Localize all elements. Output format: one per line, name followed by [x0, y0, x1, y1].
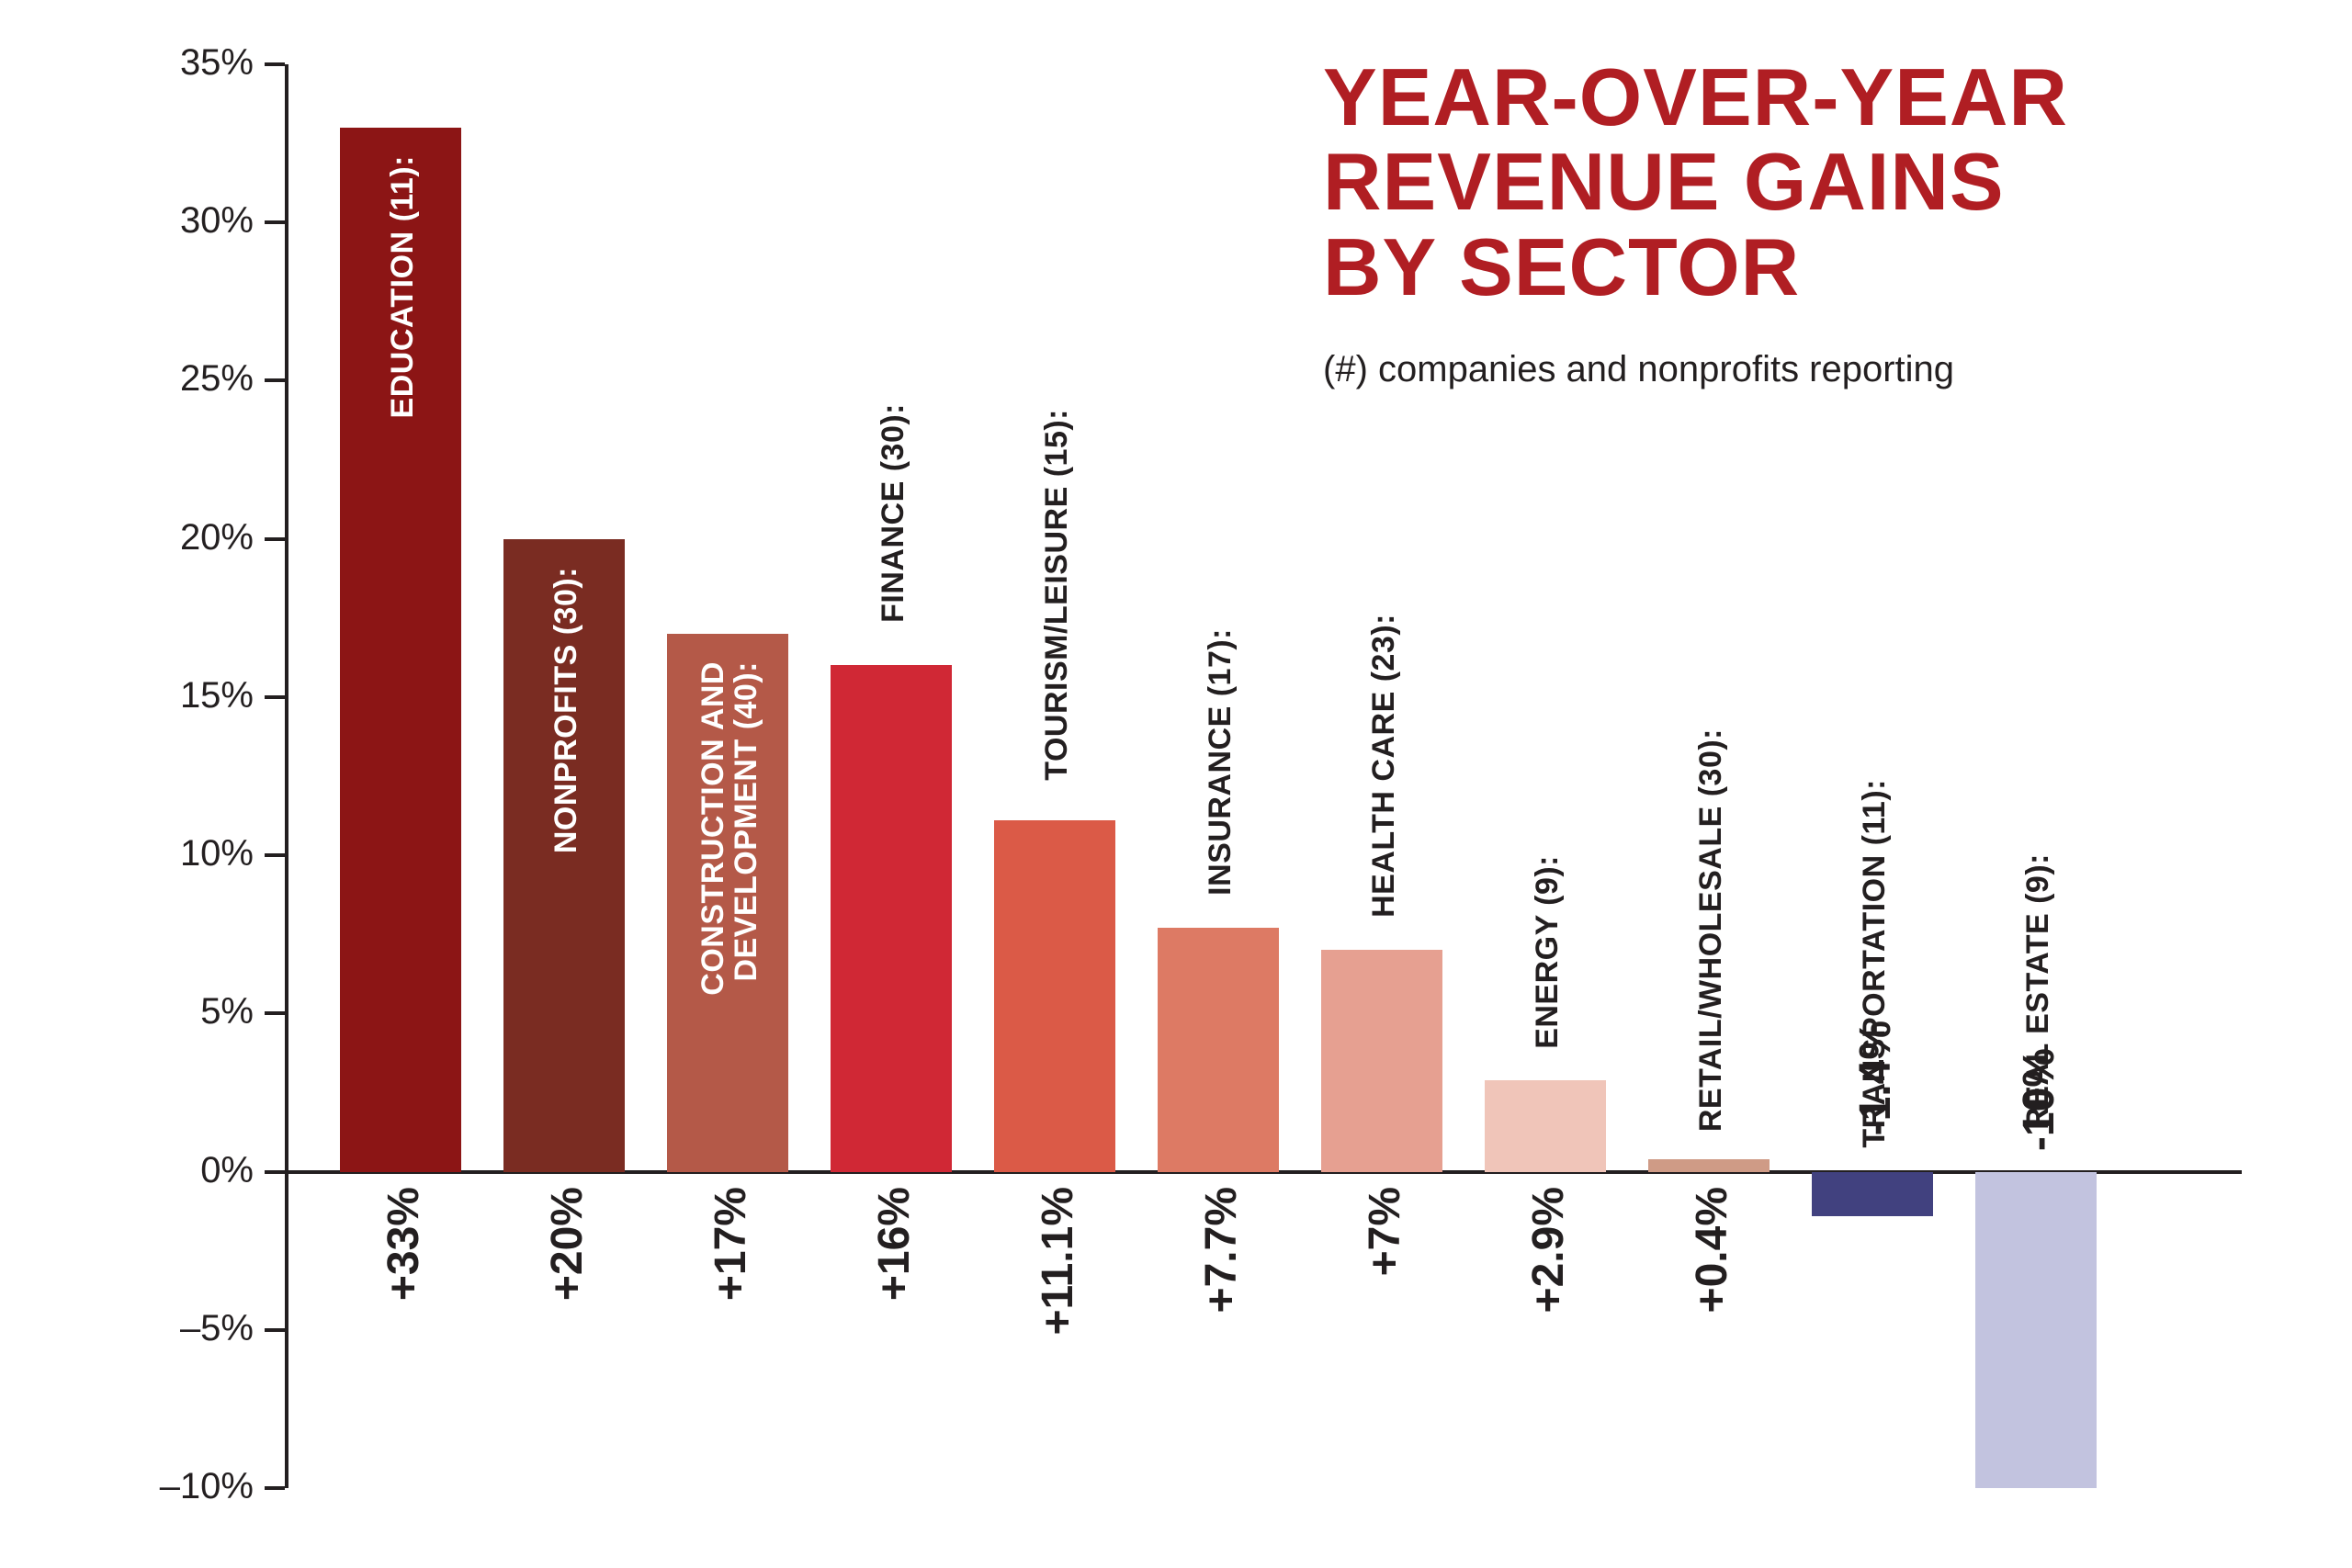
y-axis-tick-label: 35%: [0, 42, 254, 84]
bar: [831, 665, 952, 1171]
bar-value-label: +20%: [542, 1187, 593, 1301]
bar-value-label: +17%: [706, 1187, 756, 1301]
bar-category-label: HEALTH CARE (23):: [1366, 614, 1402, 918]
bar-category-label: EDUCATION (11):: [385, 155, 421, 418]
bar: [1648, 1159, 1770, 1172]
bar-value-label: +11.1%: [1033, 1187, 1083, 1335]
bar: [1975, 1172, 2097, 1488]
y-axis-tick: [265, 1328, 285, 1332]
y-axis-tick-label: –10%: [0, 1466, 254, 1507]
bar: [1485, 1080, 1606, 1172]
bar: [1158, 928, 1279, 1171]
bar-category-label: TRANSPORTATION (11):: [1857, 779, 1893, 1148]
y-axis-tick-label: 25%: [0, 358, 254, 400]
y-axis-tick-label: 20%: [0, 517, 254, 558]
y-axis-tick: [265, 853, 285, 857]
bar-category-label: NONPROFITS (30):: [548, 567, 584, 853]
bar: [1812, 1172, 1933, 1216]
y-axis-tick: [265, 1011, 285, 1015]
bar-category-label: CONSTRUCTION AND: [695, 661, 731, 996]
bar-value-label: +16%: [869, 1187, 920, 1301]
y-axis-tick: [265, 537, 285, 541]
y-axis-tick-label: 0%: [0, 1150, 254, 1191]
bar-category-label: ENERGY (9):: [1530, 855, 1566, 1049]
y-axis-tick: [265, 378, 285, 382]
bar-category-label: REAL ESTATE (9):: [2020, 853, 2056, 1130]
y-axis-tick-label: 5%: [0, 991, 254, 1032]
y-axis-tick: [265, 1170, 285, 1174]
bar-category-label: TOURISM/LEISURE (15):: [1039, 409, 1075, 781]
y-axis-line: [285, 64, 288, 1488]
y-axis-tick-label: 30%: [0, 200, 254, 242]
y-axis-tick: [265, 62, 285, 66]
y-axis-tick-label: 10%: [0, 833, 254, 874]
bar-value-label: +33%: [379, 1187, 429, 1301]
bar-value-label: +7%: [1360, 1187, 1410, 1276]
y-axis-tick: [265, 1486, 285, 1490]
bar: [1321, 950, 1442, 1171]
chart-title: YEAR-OVER-YEAR REVENUE GAINS BY SECTOR: [1323, 55, 2068, 310]
bar-value-label: +2.9%: [1523, 1187, 1574, 1313]
bar-value-label: +0.4%: [1687, 1187, 1737, 1313]
bar-value-label: +7.7%: [1196, 1187, 1247, 1313]
y-axis-tick-label: 15%: [0, 675, 254, 716]
bar-category-label: FINANCE (30):: [876, 403, 911, 623]
bar-category-label: RETAIL/WHOLESALE (30):: [1693, 728, 1729, 1132]
bar: [994, 820, 1115, 1171]
chart-subtitle: (#) companies and nonprofits reporting: [1323, 349, 1954, 390]
y-axis-tick: [265, 695, 285, 699]
y-axis-tick: [265, 220, 285, 224]
y-axis-tick-label: –5%: [0, 1308, 254, 1349]
bar-category-label: DEVELOPMENT (40):: [729, 661, 764, 982]
revenue-gains-chart: –10% –5% 0% 5% 10% 15% 20% 25% 30% 35% +33% EDUCATI…: [0, 0, 2352, 1568]
bar-category-label: INSURANCE (17):: [1203, 628, 1238, 896]
